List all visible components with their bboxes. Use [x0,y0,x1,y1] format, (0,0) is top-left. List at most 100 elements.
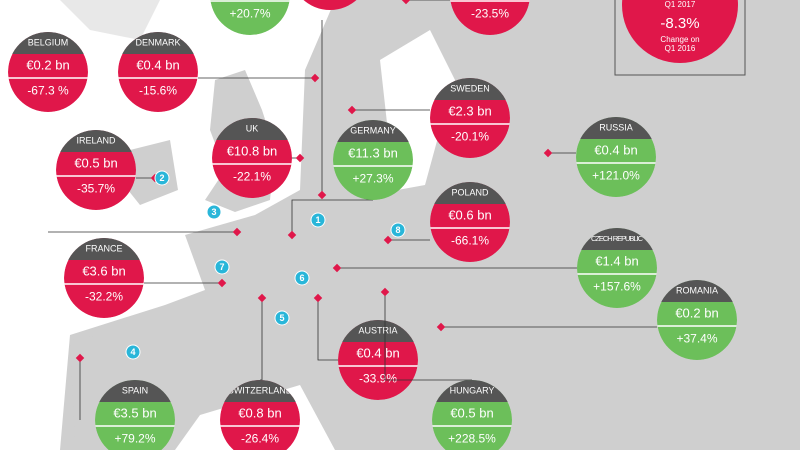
region-name: POLAND [451,188,489,198]
region-value: €0.4 bn [594,142,637,157]
bubble-cap [577,228,657,250]
region-name: GERMANY [350,126,396,136]
marker-circle [154,170,170,186]
marker-number: 5 [279,313,284,323]
region-change: -66.1% [451,233,489,247]
region-name: HUNGARY [450,386,495,396]
marker-circle [274,310,290,326]
region-value: €0.4 bn [356,345,399,360]
marker-number: 4 [130,347,135,357]
bubble-cap [56,130,136,152]
region-change: +37.4% [676,331,717,345]
region-bubble: RUSSIA €0.4 bn +121.0% [576,117,656,197]
summary-label: Q1 2016 [665,44,696,53]
region-value: €3.6 bn [82,263,125,278]
region-name: FRANCE [85,244,122,254]
bubble-cap [657,280,737,302]
region-bubble: POLAND €0.6 bn -66.1% [430,182,510,262]
region-name: SWEDEN [450,84,490,94]
marker-number: 6 [299,273,304,283]
marker-number: 7 [219,262,224,272]
marker-number: 1 [315,215,320,225]
bubble-fill [210,0,290,35]
pointer-dot [347,105,357,115]
bubble-cap [430,182,510,204]
region-name: BELGIUM [28,38,69,48]
pointer-dot [401,0,411,5]
region-value: €0.2 bn [675,305,718,320]
pointer-dot [383,235,393,245]
region-bubble: CZECH REPUBLIC €1.4 bn +157.6% [577,228,657,308]
region-bubble: GERMANY €11.3 bn +27.3% [333,120,413,200]
pointer-dot [310,73,320,83]
bubble-cap [430,78,510,100]
bubble-cap [333,120,413,142]
marker-number: 8 [395,225,400,235]
bubble-fill [450,0,530,35]
region-bubble: UK €10.8 bn -22.1% [212,118,292,198]
region-bubble: €0.9 bn-23.5% [450,0,530,35]
pointer-dot [75,353,85,363]
marker-circle [214,259,230,275]
region-bubble: AUSTRIA €0.4 bn -33.9% [338,320,418,400]
region-bubble: €1.9 bn+20.7% [210,0,290,35]
region-bubble: SPAIN €3.5 bn +79.2% [95,380,175,450]
bubble-cap [118,32,198,54]
bubble-cap [576,117,656,139]
pointer-dot [287,230,297,240]
summary-box [614,0,746,76]
region-name: AUSTRIA [358,326,397,336]
region-change: +79.2% [114,431,155,445]
region-value: €11.3 bn [348,145,398,160]
region-name: SPAIN [122,386,148,396]
region-bubble: SWEDEN €2.3 bn -20.1% [430,78,510,158]
region-value: €0.6 bn [448,207,491,222]
region-value: €1.4 bn [595,253,638,268]
region-value: €0.8 bn [238,405,281,420]
marker-circle [294,270,310,286]
region-change: +27.3% [352,171,393,185]
marker-circle [206,204,222,220]
region-name: CZECH REPUBLIC [591,234,644,243]
region-name: IRELAND [76,136,116,146]
region-bubble: FRANCE €3.6 bn -32.2% [64,238,144,318]
marker-circle [125,344,141,360]
bubble-cap [338,320,418,342]
region-change: +228.5% [448,431,496,445]
region-change: +20.7% [229,6,270,20]
pointer-line [384,292,472,381]
region-bubble: ROMANIA €0.2 bn +37.4% [657,280,737,360]
bubble-cap [95,380,175,402]
region-bubble: SWITZERLAND €0.8 bn -26.4% [220,380,300,450]
pointer-line [260,298,263,381]
pointer-line [291,199,373,235]
pointer-dot [332,263,342,273]
pointer-dot [257,293,267,303]
region-name: DENMARK [135,38,180,48]
region-value: €3.5 bn [113,405,156,420]
marker-number: 2 [159,173,164,183]
region-change: -15.6% [139,83,177,97]
pointer-dot [436,322,446,332]
bubble-cap [220,380,300,402]
region-value: €10.8 bn [227,143,278,158]
region-change: +121.0% [592,168,640,182]
region-change: -20.1% [451,129,489,143]
bubble-cap [432,380,512,402]
marker-circle [310,212,326,228]
region-change: -32.2% [85,289,123,303]
pointer-dot [232,227,242,237]
region-change: -33.9% [359,371,397,385]
pointer-line [317,298,338,361]
pointer-dot [317,190,327,200]
pointer-dot [295,153,305,163]
region-value: €0.5 bn [450,405,493,420]
region-bubble: HUNGARY €0.5 bn +228.5% [432,380,512,450]
pointer-dot [217,278,227,288]
summary-period: Q1 2017 [665,0,696,9]
summary-label: Change on [660,35,699,44]
summary-bubble [622,0,738,63]
region-bubble [303,0,357,10]
sea [0,0,160,40]
